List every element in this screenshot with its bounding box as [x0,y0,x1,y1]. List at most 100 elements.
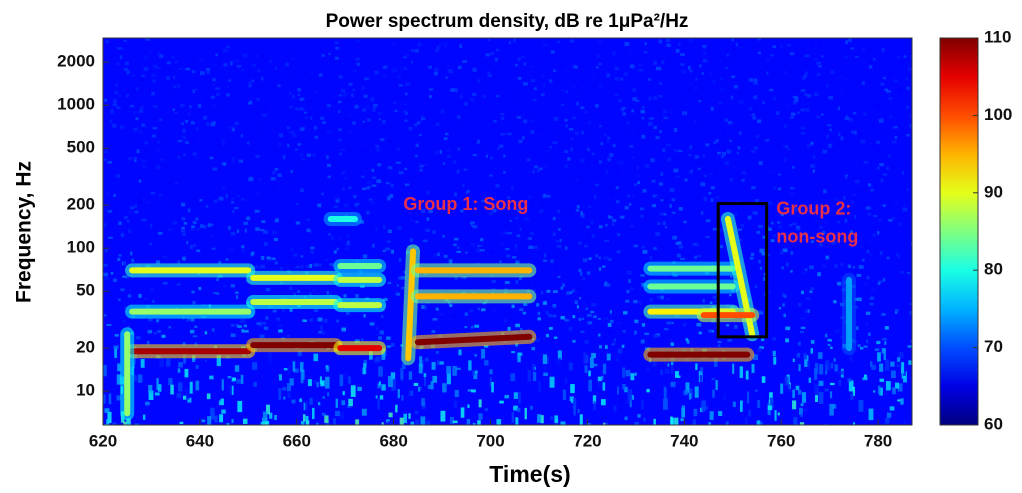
noise [492,125,495,128]
noise [580,158,585,163]
noise [592,285,597,289]
noise [576,226,581,231]
noise [664,199,668,203]
noise [348,83,353,86]
noise [734,324,738,329]
noise [404,119,408,123]
noise [513,392,519,399]
noise [499,144,504,148]
noise [733,84,739,89]
noise [897,383,903,392]
noise [738,99,744,104]
noise [597,155,600,159]
noise [379,138,385,141]
noise [874,348,880,351]
noise [731,38,734,42]
noise [837,221,841,224]
noise [834,264,838,268]
noise [472,140,478,143]
noise [408,413,411,419]
noise [193,85,198,90]
noise [616,250,621,254]
noise [236,379,241,384]
noise [829,128,832,132]
noise [873,214,878,218]
noise [588,370,591,377]
noise [370,199,374,203]
noise [629,287,635,291]
noise [849,350,853,362]
noise [810,287,814,291]
noise [274,261,278,265]
noise [149,51,153,55]
noise [627,52,630,55]
noise [615,186,619,189]
noise [873,121,876,126]
noise [727,408,732,418]
noise [680,63,685,66]
noise [670,362,674,375]
noise [118,298,121,301]
noise [625,121,630,125]
noise [523,62,526,66]
noise [405,112,408,115]
noise [619,398,622,406]
noise [185,191,189,194]
noise [712,134,716,137]
noise [274,415,277,420]
noise [886,412,892,418]
colorbar-tick-label: 90 [984,182,1003,201]
noise [255,227,260,231]
noise [192,243,197,248]
noise [683,390,688,396]
noise [327,415,332,420]
noise [692,419,696,425]
noise [815,395,818,402]
noise [910,339,912,343]
noise [231,59,235,63]
noise [491,381,494,393]
noise [325,365,329,369]
noise [674,82,678,86]
noise [107,236,113,239]
noise [762,235,767,239]
noise [565,246,568,251]
noise [826,83,829,88]
noise [227,126,233,129]
noise [852,386,855,397]
noise [829,391,833,399]
noise [419,252,423,256]
noise [819,243,823,247]
noise [791,79,796,82]
noise [782,70,787,74]
noise [814,57,818,61]
noise [683,220,687,224]
noise [711,377,715,381]
noise [537,169,540,173]
noise [210,122,216,127]
noise [670,417,675,425]
noise [872,192,875,196]
noise [598,160,602,164]
noise [868,183,871,187]
noise [841,89,844,93]
noise [528,245,533,249]
noise [676,253,681,258]
noise [360,220,365,224]
noise [339,374,344,387]
noise [857,297,862,302]
noise [576,205,580,209]
noise [112,99,117,103]
noise [525,256,530,259]
noise [838,132,841,137]
noise [141,74,145,77]
noise [634,80,639,85]
noise [898,351,904,359]
noise [476,227,479,231]
noise [103,272,109,277]
noise [460,94,463,99]
noise [434,90,439,94]
x-tick-label: 740 [670,431,698,450]
noise [471,369,475,376]
noise [609,319,614,323]
